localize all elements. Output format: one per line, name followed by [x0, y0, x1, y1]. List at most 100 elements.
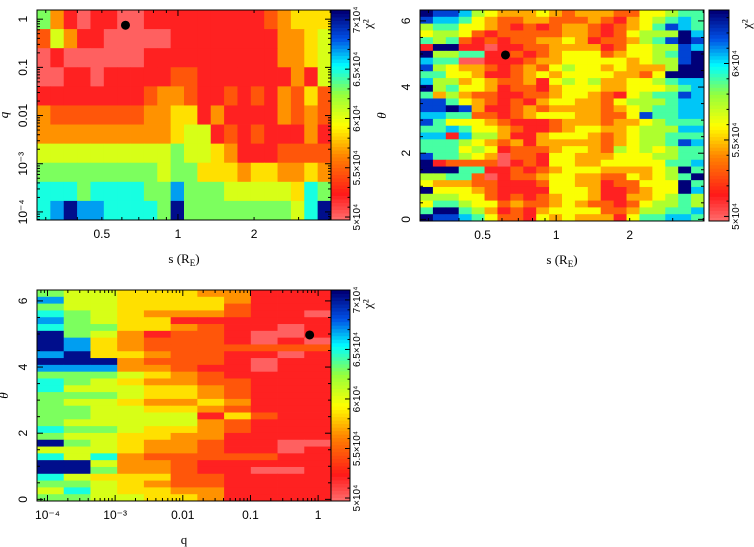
- heatmap-cell: [37, 392, 65, 400]
- heatmap-cell: [130, 105, 145, 125]
- heatmap-cell: [420, 125, 434, 133]
- heatmap-cell: [250, 344, 278, 352]
- heatmap-cell: [458, 125, 473, 133]
- heatmap-cell: [170, 426, 198, 434]
- heatmap-cell: [237, 10, 252, 30]
- heatmap-cell: [432, 152, 447, 161]
- colorbar-segment: [331, 188, 350, 193]
- colorbar-segment: [331, 332, 350, 337]
- colorbar-segment: [331, 118, 350, 123]
- heatmap-cell: [639, 186, 653, 195]
- heatmap-cell: [510, 10, 524, 18]
- heatmap-cell: [143, 480, 172, 488]
- heatmap-cell: [90, 358, 118, 366]
- best-fit-marker: [305, 330, 315, 340]
- heatmap-cell: [37, 67, 51, 87]
- heatmap-cell: [471, 193, 485, 201]
- colorbar-tick-label: 6×10⁴: [731, 50, 742, 77]
- heatmap-cell: [523, 105, 537, 113]
- heatmap-cell: [574, 173, 589, 181]
- heatmap-cell: [652, 37, 666, 45]
- colorbar-segment: [709, 189, 729, 194]
- heatmap-cell: [574, 132, 589, 140]
- heatmap-cell: [639, 152, 653, 161]
- heatmap-cell: [210, 29, 225, 49]
- heatmap-cell: [37, 317, 65, 325]
- heatmap-cell: [510, 30, 524, 38]
- heatmap-cell: [420, 44, 434, 52]
- heatmap-cell: [574, 166, 589, 174]
- colorbar-segment: [331, 87, 350, 91]
- heatmap-cell: [37, 371, 65, 379]
- colorbar-segment: [331, 490, 350, 495]
- heatmap-cell: [652, 139, 666, 147]
- heatmap-cell: [117, 67, 131, 87]
- heatmap-cell: [143, 460, 172, 468]
- heatmap-cell: [432, 10, 447, 18]
- heatmap-cell: [562, 16, 576, 25]
- heatmap-cell: [471, 112, 485, 120]
- heatmap-cell: [317, 200, 332, 221]
- heatmap-cell: [536, 112, 550, 120]
- heatmap-cell: [290, 48, 305, 68]
- heatmap-cell: [613, 200, 627, 208]
- heatmap-cell: [600, 16, 615, 25]
- heatmap-cell: [250, 480, 278, 488]
- heatmap-cell: [639, 10, 653, 18]
- heatmap-cell: [678, 159, 692, 167]
- heatmap-cell: [143, 494, 172, 502]
- heatmap-cell: [613, 112, 627, 120]
- heatmap-cell: [678, 186, 692, 195]
- heatmap-cell: [197, 405, 225, 413]
- colorbar-segment: [709, 55, 729, 60]
- heatmap-cell: [562, 112, 576, 120]
- heatmap-cell: [432, 186, 447, 195]
- heatmap-cell: [691, 125, 705, 133]
- heatmap-cell: [665, 200, 679, 208]
- heatmap-cell: [523, 193, 537, 201]
- heatmap-cell: [574, 78, 589, 86]
- heatmap-cell: [613, 125, 627, 133]
- colorbar-segment: [331, 202, 350, 207]
- heatmap-cell: [277, 162, 292, 183]
- heatmap-cell: [224, 324, 252, 332]
- heatmap-cell: [445, 91, 460, 99]
- heatmap-cell: [432, 84, 447, 93]
- heatmap-cell: [264, 86, 278, 106]
- heatmap-cell: [445, 166, 460, 174]
- heatmap-cell: [157, 67, 172, 87]
- heatmap-cell: [420, 98, 434, 106]
- heatmap-cell: [90, 351, 118, 359]
- heatmap-cell: [117, 446, 145, 454]
- heatmap-cell: [497, 44, 511, 52]
- heatmap-cell: [130, 181, 145, 202]
- colorbar-segment: [331, 13, 350, 18]
- colorbar-segment: [331, 157, 350, 161]
- heatmap-cell: [665, 57, 679, 65]
- heatmap-cell: [574, 146, 589, 154]
- colorbar-segment: [331, 476, 350, 481]
- heatmap-cell: [471, 64, 485, 72]
- heatmap-cell: [117, 378, 145, 386]
- heatmap-cell: [264, 124, 278, 145]
- heatmap-cell: [170, 371, 198, 379]
- heatmap-cell: [103, 105, 118, 125]
- colorbar-segment: [331, 90, 350, 95]
- heatmap-cell: [224, 105, 238, 125]
- colorbar-segment: [709, 171, 729, 176]
- x-axis-label-main: q: [181, 532, 188, 547]
- colorbar-segment: [331, 125, 350, 130]
- heatmap-cell: [536, 71, 550, 79]
- heatmap-cell: [484, 193, 498, 201]
- heatmap-cell: [562, 139, 576, 147]
- heatmap-cell: [224, 432, 252, 441]
- x-tick-label: 0.5: [94, 227, 111, 241]
- heatmap-cell: [626, 139, 640, 147]
- heatmap-cell: [600, 152, 615, 161]
- heatmap-cell: [523, 57, 537, 65]
- x-tick-label: 2: [626, 228, 633, 242]
- heatmap-cell: [90, 86, 105, 106]
- heatmap-cell: [304, 453, 332, 461]
- heatmap-cell: [665, 37, 679, 45]
- heatmap-cell: [484, 132, 498, 140]
